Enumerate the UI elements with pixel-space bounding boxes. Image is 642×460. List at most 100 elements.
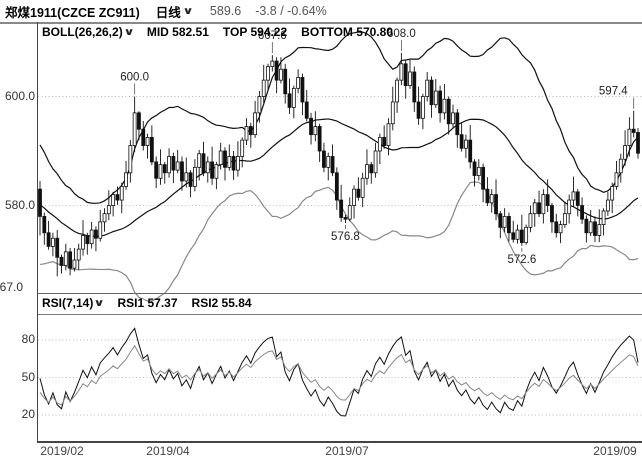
candle-body [192, 166, 197, 187]
candle-body [145, 136, 150, 146]
boll-mid-value: MID 582.51 [146, 25, 209, 39]
candle-body [300, 77, 305, 103]
date-tick-label: 2019/04 [146, 444, 190, 458]
candle-body [524, 226, 529, 243]
rsi-tick-label: 80 [21, 332, 35, 346]
candle-body [76, 248, 81, 261]
y-axis-line [37, 22, 38, 441]
candle-body [382, 136, 387, 146]
candle-body [360, 177, 365, 198]
candle-body [231, 156, 236, 171]
candle-body [227, 156, 232, 168]
price-annotation: 572.6 [507, 254, 536, 266]
candle-body [442, 98, 447, 114]
candle-body [59, 256, 64, 266]
date-tick-label: 2019/07 [325, 444, 369, 458]
candle-body [257, 96, 262, 114]
candle-body [507, 216, 511, 234]
main-chart-area[interactable] [38, 23, 642, 293]
candle-body [188, 172, 193, 187]
candle-body [81, 235, 85, 250]
candle-body [356, 188, 361, 198]
candle-body [106, 205, 111, 215]
candle-body [119, 186, 124, 201]
candle-body [390, 101, 395, 125]
candle-body [167, 156, 171, 174]
candle-body [132, 112, 137, 146]
candle-body [201, 153, 206, 174]
candle-body [94, 229, 98, 239]
rsi-indicator-bar: RSI(7,14) ∨ RSI1 57.37 RSI2 55.84 [42, 296, 252, 310]
candle-body [115, 194, 120, 201]
candle-body [309, 117, 313, 136]
candle-body [365, 164, 369, 179]
candle-body [261, 79, 266, 97]
candle-body [218, 150, 223, 166]
candle-body [111, 194, 116, 206]
candle-body [614, 172, 619, 187]
instrument-title: 郑煤1911(CZCE ZC911) [5, 5, 140, 20]
candle-body [399, 63, 404, 81]
candle-body [244, 126, 249, 141]
candle-body [395, 79, 399, 103]
candle-body [631, 128, 636, 133]
candle-body [408, 71, 412, 87]
candle-body [283, 68, 288, 95]
boll-mid-line [39, 118, 639, 237]
candle-body [468, 139, 473, 163]
candle-body [68, 251, 73, 269]
candle-body [425, 79, 430, 97]
candle-body [636, 132, 640, 154]
candle-body [223, 150, 227, 168]
candle-body [141, 128, 146, 146]
candle-body [266, 66, 270, 81]
candle-body [124, 172, 128, 187]
candle-body [618, 158, 623, 174]
candle-body [158, 164, 163, 179]
candle-body [343, 217, 348, 220]
candle-body [558, 224, 563, 234]
candle-body [567, 199, 572, 215]
candle-body [313, 126, 318, 136]
candle-body [511, 232, 516, 240]
date-tick-label: 2019/09 [593, 444, 637, 458]
candle-body [605, 199, 610, 212]
candle-body [550, 205, 554, 223]
period-selector[interactable]: 日线 ∨ [156, 2, 194, 21]
candle-body [416, 101, 421, 119]
candle-body [326, 156, 331, 168]
candle-body [580, 205, 584, 220]
price-tick-label: 580.0 [4, 197, 35, 212]
candle-body [296, 77, 301, 89]
candle-body [420, 96, 425, 119]
candle-body [274, 60, 279, 81]
candle-body [386, 123, 391, 146]
candle-body [403, 63, 408, 86]
pane-divider-bottom [37, 314, 642, 315]
candle-body [162, 164, 167, 174]
rsi-tick-label: 20 [21, 407, 35, 421]
rsi1-line [39, 327, 639, 417]
candle-body [137, 112, 141, 130]
candle-body [330, 156, 335, 174]
chevron-down-icon: ∨ [93, 297, 106, 309]
candle-body [429, 79, 434, 106]
rsi-chart-area[interactable] [38, 315, 642, 441]
candle-body [38, 188, 42, 217]
candle-body [205, 161, 210, 174]
candle-body [597, 224, 602, 236]
candle-body [149, 136, 154, 163]
candle-body [287, 93, 292, 108]
rsi-selector[interactable]: RSI(7,14) ∨ [42, 296, 106, 310]
boll-selector[interactable]: BOLL(26,26,2) ∨ [42, 25, 134, 39]
candle-body [459, 134, 464, 149]
candle-body [317, 126, 322, 152]
chevron-down-icon: ∨ [182, 5, 194, 17]
price-tick-label: 600.0 [4, 88, 35, 103]
candle-body [498, 213, 503, 228]
candle-body [270, 60, 275, 67]
candle-body [89, 229, 94, 245]
candle-body [472, 161, 477, 176]
candle-body [489, 194, 494, 204]
